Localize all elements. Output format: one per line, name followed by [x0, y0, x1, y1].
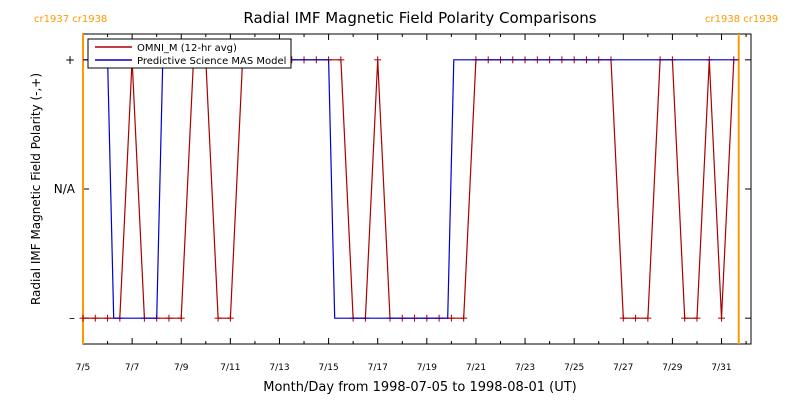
omni-data-point [460, 314, 468, 322]
plot-frame [82, 33, 752, 345]
omni-data-point [177, 314, 185, 322]
legend-label-omni: OMNI_M (12-hr avg) [137, 43, 237, 54]
legend-box [87, 38, 292, 69]
y-axis-ticks: + N/A – [54, 53, 751, 325]
omni-data-point [681, 314, 689, 322]
omni-data-point [337, 56, 345, 64]
y-tick-label: N/A [54, 182, 76, 196]
carrington-label-left: cr1937 cr1938 [34, 14, 107, 25]
x-tick-label: 7/29 [662, 363, 682, 373]
omni-data-point [214, 314, 222, 322]
x-tick-label: 7/31 [711, 363, 731, 373]
omni-data-point [632, 314, 640, 322]
omni-data-point [644, 314, 652, 322]
x-axis-label: Month/Day from 1998-07-05 to 1998-08-01 … [263, 380, 576, 395]
chart-title: Radial IMF Magnetic Field Polarity Compa… [243, 9, 596, 27]
omni-data-point [165, 314, 173, 322]
omni-data-point [619, 314, 627, 322]
x-tick-label: 7/21 [466, 363, 486, 373]
x-tick-label: 7/23 [515, 363, 535, 373]
x-tick-label: 7/9 [174, 363, 189, 373]
y-axis-label: Radial IMF Magnetic Field Polarity (-,+) [29, 73, 43, 305]
x-tick-label: 7/17 [368, 363, 388, 373]
legend-label-mas: Predictive Science MAS Model [137, 56, 286, 67]
omni-data-point [104, 314, 112, 322]
omni-series-line [83, 59, 735, 319]
omni-data-point [79, 314, 87, 322]
y-tick-label: – [69, 311, 75, 325]
x-tick-label: 7/13 [269, 363, 289, 373]
omni-data-point [91, 314, 99, 322]
x-tick-label: 7/5 [76, 363, 90, 373]
omni-data-point [447, 314, 455, 322]
x-tick-label: 7/7 [125, 363, 139, 373]
legend: OMNI_M (12-hr avg) Predictive Science MA… [87, 38, 292, 69]
mas-series-line [83, 59, 739, 319]
x-tick-label: 7/25 [564, 363, 584, 373]
x-tick-label: 7/11 [220, 363, 240, 373]
series-group [79, 56, 739, 322]
omni-data-point [374, 56, 382, 64]
x-tick-label: 7/19 [417, 363, 437, 373]
x-tick-label: 7/27 [613, 363, 633, 373]
x-axis-ticks: 7/5 7/7 7/9 7/11 7/13 7/15 7/17 7/19 7/21 7/23 7/2… [76, 34, 747, 373]
carrington-label-right: cr1938 cr1939 [705, 14, 778, 25]
omni-data-point [718, 314, 726, 322]
omni-data-point [693, 314, 701, 322]
x-tick-label: 7/15 [318, 363, 338, 373]
carrington-lines [82, 34, 740, 344]
y-tick-label: + [65, 53, 75, 67]
omni-data-point [226, 314, 234, 322]
